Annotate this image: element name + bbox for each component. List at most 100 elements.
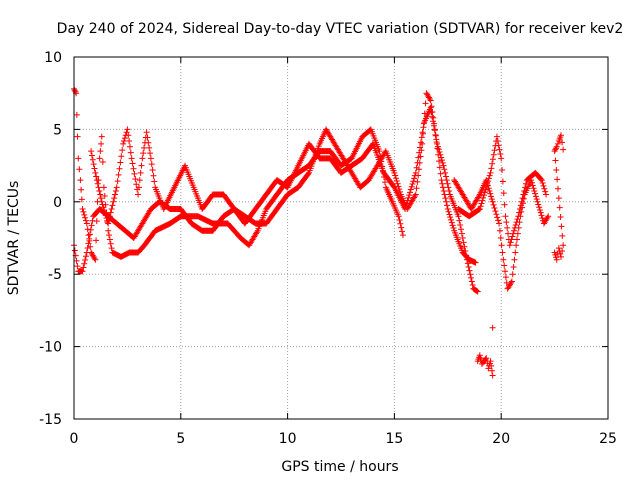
data-point bbox=[417, 144, 424, 151]
data-point bbox=[108, 206, 115, 213]
data-point bbox=[458, 230, 465, 237]
data-point bbox=[71, 87, 78, 94]
data-point bbox=[440, 162, 447, 169]
data-point bbox=[443, 177, 450, 184]
data-point bbox=[90, 161, 97, 168]
data-point bbox=[462, 248, 469, 255]
data-point bbox=[538, 177, 545, 184]
data-point bbox=[513, 242, 520, 249]
data-point bbox=[532, 190, 539, 197]
data-point bbox=[485, 175, 492, 182]
data-point bbox=[446, 187, 453, 194]
data-point bbox=[476, 352, 483, 359]
data-point bbox=[486, 172, 493, 179]
data-point bbox=[419, 140, 426, 147]
data-point bbox=[551, 148, 558, 155]
data-point bbox=[74, 263, 81, 270]
data-point bbox=[81, 260, 88, 267]
data-point bbox=[405, 194, 412, 201]
data-point bbox=[496, 220, 503, 227]
data-point bbox=[112, 187, 119, 194]
data-point bbox=[106, 232, 113, 239]
data-point bbox=[87, 231, 94, 238]
data-point bbox=[518, 198, 525, 205]
data-point bbox=[80, 208, 87, 215]
data-point bbox=[147, 155, 154, 162]
data-point bbox=[441, 191, 448, 198]
data-point bbox=[559, 232, 566, 239]
data-point bbox=[494, 137, 501, 144]
data-point bbox=[437, 151, 444, 158]
data-point bbox=[515, 213, 522, 220]
data-point bbox=[143, 129, 150, 136]
data-point bbox=[472, 259, 479, 266]
data-point bbox=[553, 145, 560, 152]
x-tick-label: 10 bbox=[279, 431, 297, 447]
data-point bbox=[501, 262, 508, 269]
data-point bbox=[87, 243, 94, 250]
data-point bbox=[97, 148, 104, 155]
data-point bbox=[554, 140, 561, 147]
data-point bbox=[426, 95, 433, 102]
chart-title: Day 240 of 2024, Sidereal Day-to-day VTE… bbox=[57, 21, 624, 37]
data-point bbox=[486, 187, 493, 194]
data-point bbox=[120, 137, 127, 144]
data-point bbox=[381, 179, 388, 186]
data-point bbox=[531, 187, 538, 194]
data-point bbox=[532, 193, 539, 200]
axis-ticks: 0 5 10 15 20 25 -15 -10 -5 0 5 10 bbox=[39, 50, 617, 447]
data-point bbox=[105, 220, 112, 227]
data-point bbox=[488, 362, 495, 369]
data-point bbox=[403, 200, 410, 207]
data-point bbox=[75, 155, 82, 162]
data-point bbox=[80, 264, 87, 271]
data-point bbox=[545, 213, 552, 220]
data-point bbox=[455, 213, 462, 220]
data-point bbox=[537, 209, 544, 216]
data-point bbox=[539, 215, 546, 222]
data-point bbox=[464, 260, 471, 267]
data-point bbox=[427, 104, 434, 111]
data-point bbox=[514, 216, 521, 223]
data-point bbox=[414, 159, 421, 166]
data-point bbox=[393, 177, 400, 184]
data-point bbox=[555, 185, 562, 192]
data-point bbox=[82, 257, 89, 264]
data-point bbox=[101, 209, 108, 216]
data-point bbox=[101, 193, 108, 200]
data-point bbox=[417, 139, 424, 146]
data-point bbox=[102, 212, 109, 219]
data-point bbox=[552, 157, 559, 164]
data-point bbox=[409, 180, 416, 187]
plot-frame bbox=[73, 56, 609, 420]
y-tick-label: -15 bbox=[39, 412, 62, 428]
data-point bbox=[419, 129, 426, 136]
data-point bbox=[392, 172, 399, 179]
data-point bbox=[99, 158, 106, 165]
data-point bbox=[402, 206, 409, 213]
data-point bbox=[131, 170, 138, 177]
x-axis-label: GPS time / hours bbox=[281, 459, 398, 475]
data-point bbox=[394, 180, 401, 187]
data-point bbox=[135, 191, 142, 198]
x-tick-label: 15 bbox=[385, 431, 403, 447]
data-point bbox=[84, 226, 91, 233]
data-point bbox=[114, 178, 121, 185]
data-point bbox=[144, 134, 151, 141]
data-point bbox=[441, 166, 448, 173]
data-point bbox=[560, 242, 567, 249]
data-point bbox=[113, 184, 120, 191]
data-point bbox=[151, 178, 158, 185]
data-point bbox=[505, 230, 512, 237]
data-point bbox=[124, 126, 131, 133]
data-point bbox=[398, 224, 405, 231]
data-point bbox=[536, 206, 543, 213]
data-point bbox=[535, 201, 542, 208]
data-point bbox=[481, 189, 488, 196]
data-point bbox=[448, 216, 455, 223]
data-point bbox=[491, 205, 498, 212]
data-point bbox=[137, 169, 144, 176]
data-point bbox=[94, 180, 101, 187]
data-point bbox=[495, 142, 502, 149]
